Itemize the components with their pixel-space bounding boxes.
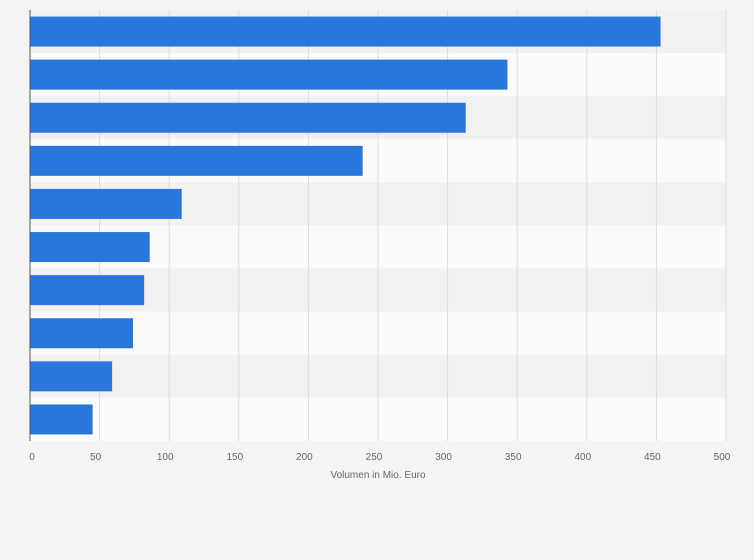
bar (30, 404, 93, 435)
bars (30, 16, 661, 435)
bar (30, 59, 508, 90)
bar (30, 275, 145, 306)
x-tick-label: 50 (90, 452, 102, 463)
x-tick-label: 400 (574, 452, 591, 463)
bar (30, 318, 134, 349)
bar (30, 361, 113, 392)
bar (30, 16, 661, 47)
x-tick-label: 250 (366, 452, 383, 463)
x-tick-label: 350 (505, 452, 522, 463)
x-tick-label: 150 (226, 452, 243, 463)
bar (30, 145, 363, 176)
x-tick-label: 300 (435, 452, 452, 463)
bar (30, 102, 466, 133)
x-tick-label: 0 (29, 452, 35, 463)
bar (30, 232, 150, 263)
x-tick-label: 500 (714, 452, 731, 463)
bar (30, 188, 182, 219)
x-tick-labels: 0 50 100 150 200 250 300 350 400 450 500 (29, 452, 731, 463)
x-axis-title: Volumen in Mio. Euro (330, 470, 425, 481)
x-tick-label: 100 (157, 452, 174, 463)
x-tick-label: 450 (644, 452, 661, 463)
x-tick-label: 200 (296, 452, 313, 463)
